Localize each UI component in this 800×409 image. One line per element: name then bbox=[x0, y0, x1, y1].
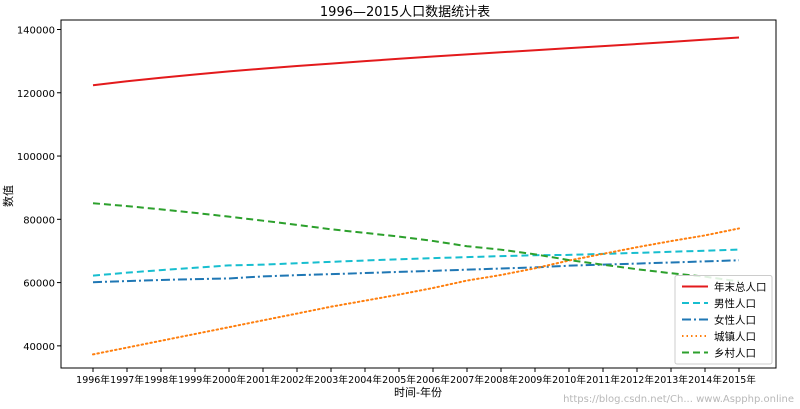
watermark: https://blog.csdn.net/Ch... www.Aspphp.o… bbox=[563, 394, 794, 405]
x-axis: 1996年 1997年 1998年 1999年 2000年 2001年 2002年 2003年… bbox=[76, 368, 756, 386]
x-tick-label: 2013年 bbox=[654, 374, 688, 386]
series-line-3 bbox=[92, 227, 740, 356]
series-line-1 bbox=[92, 248, 740, 277]
x-tick-label: 2008年 bbox=[484, 374, 518, 386]
y-axis: 40000 60000 80000 100000 120000 140000 bbox=[17, 25, 61, 353]
x-tick-label: 2001年 bbox=[246, 374, 280, 386]
series-line-4 bbox=[92, 202, 740, 283]
x-axis-label: 时间-年份 bbox=[394, 385, 442, 399]
x-tick-label: 2010年 bbox=[552, 374, 586, 386]
y-tick-label: 80000 bbox=[23, 215, 55, 226]
x-tick-label: 2006年 bbox=[416, 374, 450, 386]
x-tick-label: 2014年 bbox=[688, 374, 722, 386]
plot-area bbox=[60, 19, 777, 369]
x-tick-label: 2002年 bbox=[280, 374, 314, 386]
x-tick-label: 2004年 bbox=[348, 374, 382, 386]
x-tick-label: 2003年 bbox=[314, 374, 348, 386]
x-tick-label: 2011年 bbox=[586, 374, 620, 386]
series-line-2 bbox=[92, 259, 740, 284]
x-tick-label: 1996年 bbox=[76, 374, 110, 386]
series-line-0 bbox=[92, 36, 740, 87]
y-tick-label: 140000 bbox=[17, 25, 55, 36]
x-tick-label: 1998年 bbox=[144, 374, 178, 386]
chart-title: 1996—2015人口数据统计表 bbox=[320, 5, 490, 20]
legend-label: 女性人口 bbox=[714, 314, 756, 327]
legend-box bbox=[674, 275, 773, 365]
y-tick-label: 100000 bbox=[17, 152, 55, 163]
x-tick-label: 2005年 bbox=[382, 374, 416, 386]
x-tick-label: 2012年 bbox=[620, 374, 654, 386]
x-tick-label: 1997年 bbox=[110, 374, 144, 386]
legend-label: 城镇人口 bbox=[714, 330, 756, 343]
x-tick-label: 2015年 bbox=[722, 374, 756, 386]
y-tick-label: 60000 bbox=[23, 279, 55, 290]
legend-label: 年末总人口 bbox=[714, 281, 767, 294]
x-tick-label: 1999年 bbox=[178, 374, 212, 386]
y-tick-label: 40000 bbox=[23, 342, 55, 353]
x-tick-label: 2009年 bbox=[518, 374, 552, 386]
x-tick-label: 2007年 bbox=[450, 374, 484, 386]
y-axis-label: 数值 bbox=[2, 185, 15, 207]
series-lines bbox=[92, 36, 740, 356]
legend-label: 男性人口 bbox=[714, 297, 756, 310]
x-tick-label: 2000年 bbox=[212, 374, 246, 386]
legend-label: 乡村人口 bbox=[714, 347, 756, 360]
y-tick-label: 120000 bbox=[17, 89, 55, 100]
